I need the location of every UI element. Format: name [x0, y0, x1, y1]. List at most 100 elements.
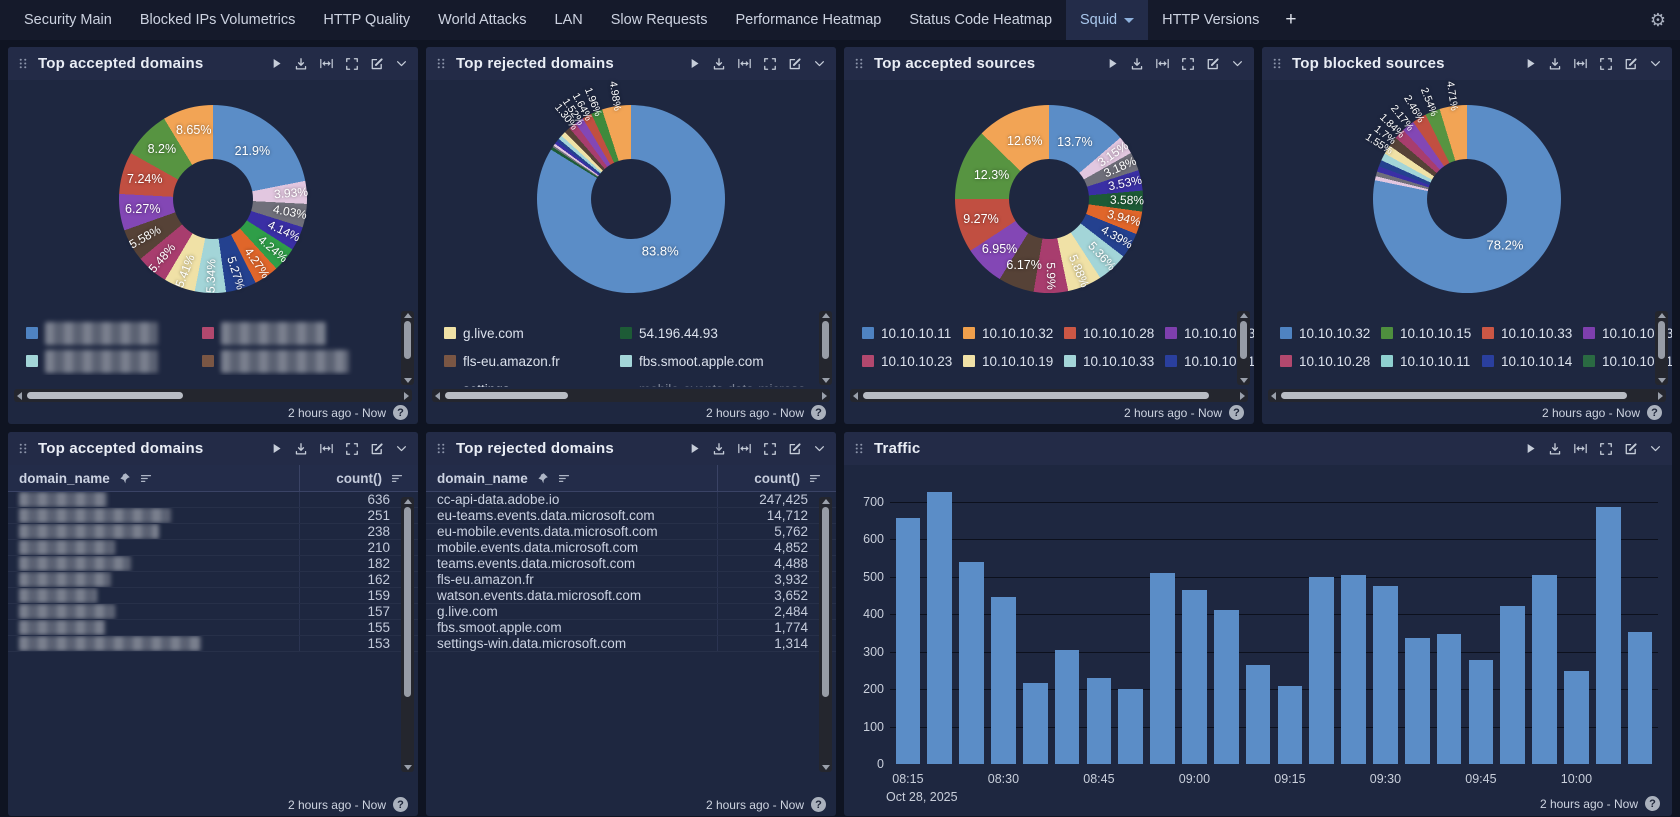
download-icon[interactable]: [712, 442, 726, 456]
table-row[interactable]: 636: [8, 492, 418, 508]
help-icon[interactable]: ?: [1647, 405, 1662, 420]
legend-item[interactable]: 10.10.10.83: [1165, 319, 1254, 347]
column-header-count[interactable]: count(): [718, 471, 836, 486]
legend-item[interactable]: g.live.com: [444, 319, 620, 347]
settings-gear-icon[interactable]: ⚙: [1649, 9, 1666, 30]
legend-item[interactable]: 10.10.10.91: [1165, 347, 1254, 375]
donut-chart-blocked-sources[interactable]: 78.2% 1.55% 1.7% 1.84% 2.17% 2.46% 2.54% 4.71%: [1262, 80, 1672, 317]
download-icon[interactable]: [1130, 57, 1144, 71]
pin-icon[interactable]: [536, 472, 549, 485]
fullscreen-icon[interactable]: [1599, 442, 1613, 456]
tab-squid[interactable]: Squid: [1066, 0, 1149, 40]
legend-item[interactable]: 10.10.10.28: [1280, 347, 1381, 375]
legend-item[interactable]: 10.10.10.11: [1381, 347, 1482, 375]
table-row[interactable]: 157: [8, 604, 418, 620]
donut-chart-accepted-domains[interactable]: 21.9% 3.93% 4.03% 4.14% 4.24% 4.27% 5.27% 5.34%…: [8, 80, 418, 317]
drag-handle-icon[interactable]: [17, 57, 29, 70]
table-row[interactable]: 153: [8, 636, 418, 652]
table-row[interactable]: 238: [8, 524, 418, 540]
drag-handle-icon[interactable]: [17, 442, 29, 455]
donut[interactable]: 21.9% 3.93% 4.03% 4.14% 4.24% 4.27% 5.27% 5.34%…: [119, 104, 308, 294]
table-row[interactable]: 182: [8, 556, 418, 572]
traffic-bar-09:10[interactable]: [1245, 664, 1271, 764]
donut-chart-accepted-sources[interactable]: 13.7% 3.15% 3.18% 3.53% 3.58% 3.94% 4.39% 5.36%…: [844, 80, 1254, 317]
fit-width-icon[interactable]: [737, 57, 752, 70]
drag-handle-icon[interactable]: [1271, 57, 1283, 70]
drag-handle-icon[interactable]: [853, 57, 865, 70]
table-row[interactable]: 155: [8, 620, 418, 636]
traffic-bar-09:15[interactable]: [1277, 686, 1303, 764]
drag-handle-icon[interactable]: [853, 442, 865, 455]
help-icon[interactable]: ?: [1229, 405, 1244, 420]
tab-http-versions[interactable]: HTTP Versions: [1148, 0, 1273, 40]
play-icon[interactable]: [1524, 442, 1537, 455]
fit-width-icon[interactable]: [319, 57, 334, 70]
table-row[interactable]: 159: [8, 588, 418, 604]
play-icon[interactable]: [1106, 57, 1119, 70]
legend-item[interactable]: [26, 347, 202, 375]
download-icon[interactable]: [1548, 57, 1562, 71]
legend-item[interactable]: 10.10.10.15: [1381, 319, 1482, 347]
help-icon[interactable]: ?: [393, 405, 408, 420]
fullscreen-icon[interactable]: [763, 442, 777, 456]
legend-vertical-scrollbar[interactable]: [1237, 311, 1250, 385]
fit-width-icon[interactable]: [1573, 57, 1588, 70]
column-header-count[interactable]: count(): [300, 471, 418, 486]
edit-icon[interactable]: [1624, 442, 1638, 456]
sort-icon[interactable]: [808, 472, 822, 485]
play-icon[interactable]: [1524, 57, 1537, 70]
drag-handle-icon[interactable]: [435, 57, 447, 70]
sort-icon[interactable]: [557, 472, 571, 485]
traffic-bar-08:25[interactable]: [959, 561, 984, 764]
legend-item[interactable]: 10.10.10.83: [1583, 319, 1672, 347]
tab-lan[interactable]: LAN: [541, 0, 597, 40]
add-tab-button[interactable]: +: [1285, 9, 1297, 30]
donut[interactable]: 78.2% 1.55% 1.7% 1.84% 2.17% 2.46% 2.54% 4.71%: [1363, 80, 1561, 293]
column-header-domain-name[interactable]: domain_name: [8, 465, 300, 491]
traffic-bar-09:05[interactable]: [1213, 610, 1239, 764]
table-vertical-scrollbar[interactable]: [819, 497, 832, 772]
table-row[interactable]: eu-mobile.events.data.microsoft.com 5,762: [426, 524, 836, 540]
download-icon[interactable]: [1548, 442, 1562, 456]
tab-http-quality[interactable]: HTTP Quality: [309, 0, 424, 40]
play-icon[interactable]: [688, 442, 701, 455]
play-icon[interactable]: [270, 57, 283, 70]
collapse-icon[interactable]: [813, 442, 826, 455]
legend-item[interactable]: 10.10.10.32: [963, 319, 1064, 347]
fit-width-icon[interactable]: [1155, 57, 1170, 70]
collapse-icon[interactable]: [1231, 57, 1244, 70]
download-icon[interactable]: [712, 57, 726, 71]
traffic-bar-09:00[interactable]: [1182, 589, 1207, 764]
chevron-down-icon[interactable]: [1124, 17, 1135, 23]
table-row[interactable]: eu-teams.events.data.microsoft.com 14,712: [426, 508, 836, 524]
fit-width-icon[interactable]: [319, 442, 334, 455]
legend-item[interactable]: 10.10.10.33: [1064, 347, 1165, 375]
legend-item[interactable]: [26, 319, 202, 347]
traffic-bar-chart[interactable]: 0 100 200 300 400 500 600 700 08:15 08:30 08:45 09:…: [844, 465, 1672, 816]
traffic-bar-09:55[interactable]: [1532, 574, 1557, 764]
legend-item[interactable]: 10.10.10.19: [963, 347, 1064, 375]
legend-item[interactable]: settings-: [444, 375, 620, 388]
legend-horizontal-scrollbar[interactable]: [14, 389, 412, 402]
table-row[interactable]: 251: [8, 508, 418, 524]
traffic-bar-10:00[interactable]: [1564, 671, 1589, 764]
table-row[interactable]: teams.events.data.microsoft.com 4,488: [426, 556, 836, 572]
fullscreen-icon[interactable]: [763, 57, 777, 71]
tab-security-main[interactable]: Security Main: [10, 0, 126, 40]
table-row[interactable]: fls-eu.amazon.fr 3,932: [426, 572, 836, 588]
table-row[interactable]: settings-win.data.microsoft.com 1,314: [426, 636, 836, 652]
donut[interactable]: 13.7% 3.15% 3.18% 3.53% 3.58% 3.94% 4.39% 5.36%…: [955, 104, 1144, 293]
legend-item[interactable]: [202, 319, 392, 347]
help-icon[interactable]: ?: [1645, 796, 1660, 811]
legend-vertical-scrollbar[interactable]: [401, 311, 414, 385]
collapse-icon[interactable]: [395, 57, 408, 70]
traffic-bar-09:50[interactable]: [1500, 605, 1526, 764]
table-row[interactable]: cc-api-data.adobe.io 247,425: [426, 492, 836, 508]
collapse-icon[interactable]: [1649, 442, 1662, 455]
tab-status-code-heatmap[interactable]: Status Code Heatmap: [895, 0, 1066, 40]
legend-horizontal-scrollbar[interactable]: [850, 389, 1248, 402]
traffic-bar-08:30[interactable]: [991, 597, 1016, 764]
table-row[interactable]: 162: [8, 572, 418, 588]
traffic-bar-09:30[interactable]: [1373, 585, 1398, 764]
fullscreen-icon[interactable]: [345, 442, 359, 456]
